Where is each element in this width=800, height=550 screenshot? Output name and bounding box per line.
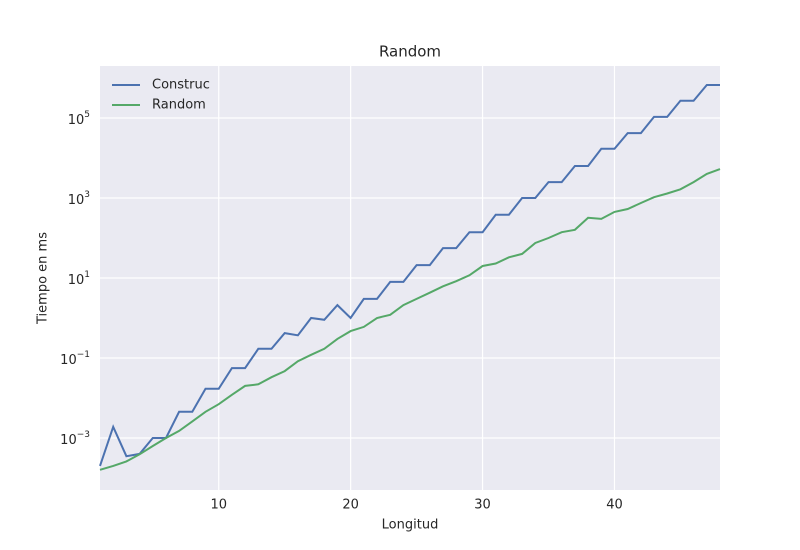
y-tick-label: 103 (68, 190, 90, 208)
legend-label: Construc (152, 78, 210, 93)
x-tick-label: 30 (474, 498, 491, 513)
x-tick-label: 40 (606, 498, 623, 513)
grid (100, 66, 720, 490)
legend-label: Random (152, 98, 206, 113)
x-tick-label: 20 (342, 498, 359, 513)
y-tick-label: 10−3 (60, 429, 90, 447)
y-tick-label: 101 (68, 270, 90, 288)
x-tick-label: 10 (210, 498, 227, 513)
chart-title: Random (379, 43, 441, 61)
x-axis-label: Longitud (382, 518, 439, 533)
y-axis-label: Tiempo en ms (36, 232, 51, 325)
line (99, 84, 720, 467)
line (99, 168, 721, 471)
y-tick-label: 105 (68, 110, 90, 128)
y-tick-label: 10−1 (60, 349, 90, 367)
